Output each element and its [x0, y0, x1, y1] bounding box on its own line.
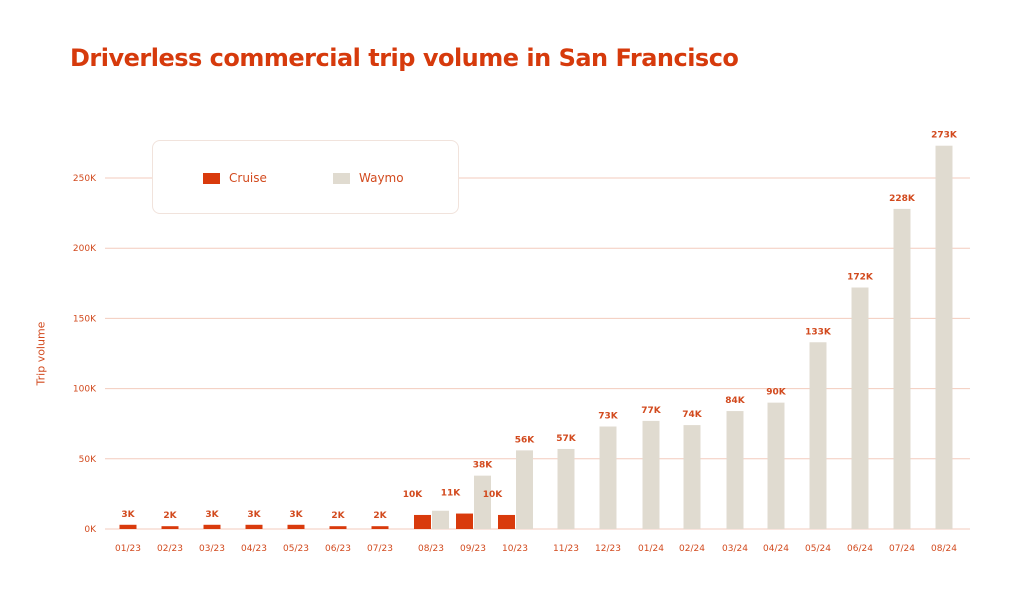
x-tick-label: 12/23: [595, 544, 621, 554]
x-tick-label: 02/24: [679, 544, 705, 554]
x-tick-label: 02/23: [157, 544, 183, 554]
cruise-swatch: [203, 172, 220, 184]
data-label: 3K: [247, 510, 261, 520]
bar-cruise: [203, 524, 221, 529]
bar-waymo: [767, 402, 785, 529]
bar-cruise: [371, 526, 389, 529]
data-label: 3K: [121, 510, 135, 520]
bar-cruise: [119, 524, 137, 529]
x-tick-label: 06/23: [325, 544, 351, 554]
data-label: 273K: [931, 131, 958, 141]
bar-cruise: [287, 524, 305, 529]
x-tick-label: 03/23: [199, 544, 225, 554]
x-tick-label: 04/24: [763, 544, 789, 554]
x-tick-label: 10/23: [502, 544, 528, 554]
x-tick-label: 03/24: [722, 544, 748, 554]
data-label: 133K: [805, 327, 832, 337]
bar-waymo: [851, 287, 869, 529]
y-tick-label: 50K: [79, 455, 97, 465]
x-tick-label: 05/24: [805, 544, 831, 554]
data-label: 74K: [682, 410, 703, 420]
y-tick-label: 200K: [73, 244, 97, 254]
x-tick-label: 01/24: [638, 544, 664, 554]
data-label: 10K: [483, 490, 504, 500]
data-label: 2K: [163, 511, 177, 521]
bar-waymo: [726, 411, 744, 529]
chart-title: Driverless commercial trip volume in San…: [70, 44, 739, 72]
x-tick-label: 07/24: [889, 544, 915, 554]
x-tick-label: 06/24: [847, 544, 873, 554]
x-tick-label: 07/23: [367, 544, 393, 554]
bar-waymo: [516, 450, 533, 529]
y-axis-label: Trip volume: [34, 321, 48, 386]
y-tick-label: 250K: [73, 174, 97, 184]
bar-waymo: [683, 425, 701, 529]
x-tick-label: 05/23: [283, 544, 309, 554]
bar-waymo: [642, 420, 660, 529]
bar-waymo: [432, 510, 449, 529]
x-tick-label: 11/23: [553, 544, 579, 554]
data-label: 73K: [598, 412, 619, 422]
data-label: 10K: [403, 490, 424, 500]
x-tick-label: 01/23: [115, 544, 141, 554]
data-label: 84K: [725, 396, 746, 406]
legend-item-waymo: Waymo: [333, 171, 404, 185]
legend-label: Cruise: [229, 171, 267, 185]
bar-waymo: [599, 426, 617, 529]
bar-cruise: [245, 524, 263, 529]
data-label: 56K: [515, 435, 536, 445]
data-label: 11K: [441, 489, 462, 499]
data-label: 228K: [889, 194, 916, 204]
legend: Cruise Waymo: [152, 140, 459, 214]
x-tick-label: 08/24: [931, 544, 957, 554]
bar-waymo: [809, 342, 827, 529]
data-label: 2K: [331, 511, 345, 521]
bar-waymo: [557, 448, 575, 529]
bar-cruise: [161, 526, 179, 529]
bar-waymo: [935, 145, 953, 529]
bar-cruise: [456, 513, 473, 529]
bar-waymo: [474, 475, 491, 529]
y-tick-label: 150K: [73, 314, 97, 324]
data-label: 38K: [473, 461, 494, 471]
data-label: 3K: [289, 510, 303, 520]
data-label: 57K: [556, 434, 577, 444]
y-tick-label: 100K: [73, 385, 97, 395]
data-label: 2K: [373, 511, 387, 521]
data-label: 90K: [766, 388, 787, 398]
legend-label: Waymo: [359, 171, 404, 185]
data-label: 77K: [641, 406, 662, 416]
x-tick-label: 08/23: [418, 544, 444, 554]
legend-item-cruise: Cruise: [203, 171, 267, 185]
bar-cruise: [414, 514, 431, 529]
bar-cruise: [329, 526, 347, 529]
x-tick-label: 09/23: [460, 544, 486, 554]
bar-cruise: [498, 514, 515, 529]
y-tick-label: 0K: [84, 525, 97, 535]
data-label: 172K: [847, 273, 874, 283]
bar-waymo: [893, 208, 911, 529]
waymo-swatch: [333, 172, 350, 184]
x-tick-label: 04/23: [241, 544, 267, 554]
data-label: 3K: [205, 510, 219, 520]
